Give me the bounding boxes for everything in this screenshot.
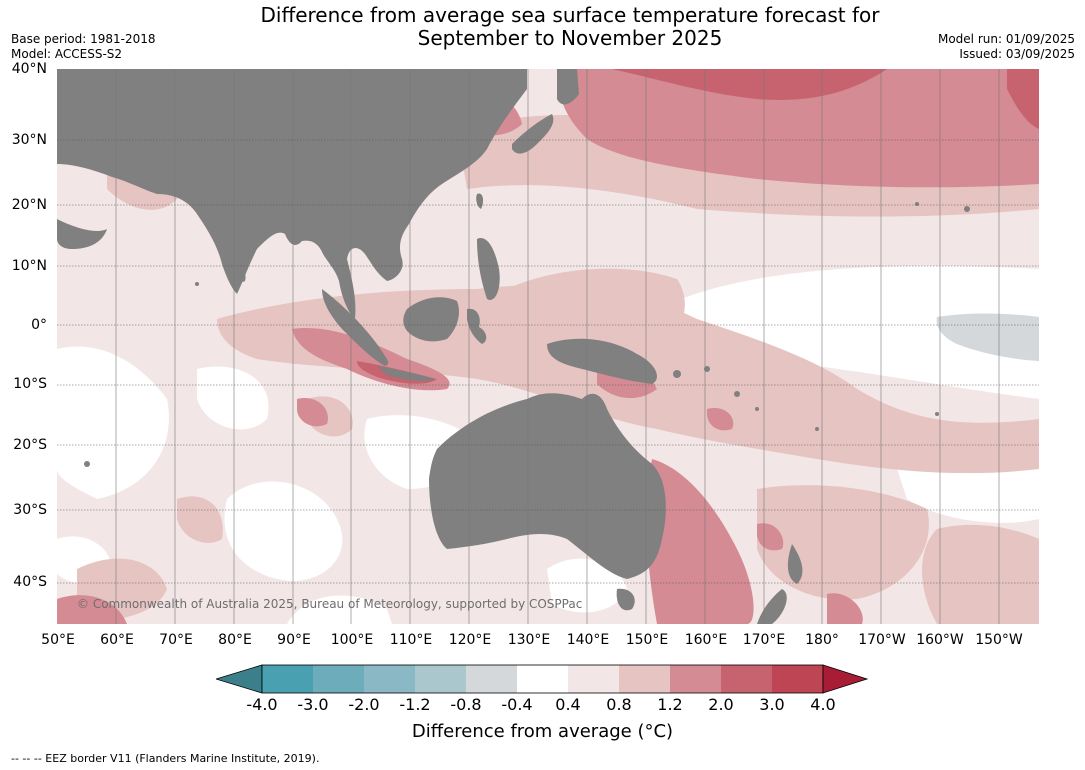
cbar-tick-label: -1.2 [399,695,431,714]
base-period: Base period: 1981-2018 [11,32,156,46]
lon-label-140e: 140°E [566,632,610,648]
cbar-tick-label: 0.4 [555,695,581,714]
cbar-segment [619,665,670,693]
lon-label-80e: 80°E [218,632,252,648]
lon-label-160e: 160°E [684,632,728,648]
model-name: Model: ACCESS-S2 [11,47,123,61]
run-info: Model run: 01/09/2025 Issued: 03/09/2025 [938,32,1075,62]
lon-label-120e: 120°E [448,632,492,648]
lon-label-50e: 50°E [41,632,75,648]
cbar-segment [568,665,619,693]
sst-anomaly-map [57,69,1039,624]
cbar-tick-label: -3.0 [297,695,329,714]
lon-label-100e: 100°E [330,632,374,648]
cbar-segment [262,665,313,693]
lon-label-150e: 150°E [625,632,669,648]
cbar-tick-label: -2.0 [348,695,380,714]
cbar-segment [670,665,721,693]
copyright-notice: © Commonwealth of Australia 2025, Bureau… [77,597,583,611]
lat-label-20s: 20°S [13,437,47,453]
lon-label-180: 180° [805,632,839,648]
colorbar-segments [216,664,869,694]
cbar-segment [364,665,415,693]
colorbar [216,664,869,694]
landmasses [57,69,970,624]
cbar-tick-label: 0.8 [606,695,632,714]
title-line-1: Difference from average sea surface temp… [260,3,880,27]
lon-label-160w: 160°W [916,632,964,648]
cbar-extend-high [822,664,869,694]
cbar-tick-label: 4.0 [810,695,836,714]
lat-label-40s: 40°S [13,574,47,590]
cbar-segment [466,665,517,693]
cbar-extend-low [216,664,263,694]
eez-footnote: -- -- -- EEZ border V11 (Flanders Marine… [11,752,320,765]
lat-label-20n: 20°N [11,197,47,213]
lon-label-130e: 130°E [507,632,551,648]
lat-label-40n: 40°N [11,61,47,77]
model-run: Model run: 01/09/2025 [937,32,1075,46]
colorbar-title: Difference from average (°C) [411,721,674,742]
lat-label-30s: 30°S [13,502,47,518]
lon-label-60e: 60°E [100,632,134,648]
lat-label-0: 0° [31,317,47,333]
cbar-segment [517,665,568,693]
lon-label-150w: 150°W [975,632,1023,648]
lon-label-170w: 170°W [858,632,906,648]
cbar-segment [415,665,466,693]
cbar-tick-label: 2.0 [708,695,734,714]
title-line-2: September to November 2025 [417,26,723,50]
lat-label-30n: 30°N [11,132,47,148]
cbar-segment [772,665,823,693]
lat-label-10n: 10°N [11,258,47,274]
issued-date: Issued: 03/09/2025 [959,47,1075,61]
lon-label-170e: 170°E [742,632,786,648]
lon-label-70e: 70°E [159,632,193,648]
map-canvas [57,69,1039,624]
lon-label-110e: 110°E [389,632,433,648]
cbar-tick-label: -0.8 [450,695,482,714]
cbar-tick-label: 3.0 [759,695,785,714]
cbar-tick-label: 1.2 [657,695,683,714]
cbar-tick-label: -4.0 [246,695,278,714]
map-title: Difference from average sea surface temp… [220,4,920,50]
base-info: Base period: 1981-2018 Model: ACCESS-S2 [11,32,156,62]
cbar-tick-label: -0.4 [501,695,533,714]
cbar-segment [313,665,364,693]
meridians [115,69,1000,624]
lat-label-10s: 10°S [13,376,47,392]
lon-label-90e: 90°E [277,632,311,648]
cbar-segment [721,665,772,693]
cool-anomaly-area [936,313,1039,361]
